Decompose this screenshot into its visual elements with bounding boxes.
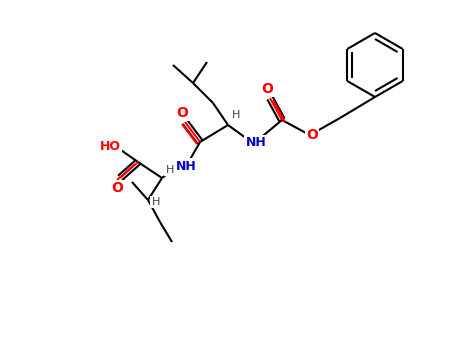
Text: O: O	[111, 181, 123, 195]
Text: H: H	[232, 110, 240, 120]
Text: HO: HO	[100, 140, 121, 153]
Text: O: O	[261, 82, 273, 96]
Text: O: O	[176, 106, 188, 120]
Text: NH: NH	[246, 136, 266, 149]
Text: NH: NH	[176, 160, 197, 173]
Text: H: H	[152, 197, 160, 207]
Text: H: H	[166, 165, 174, 175]
Text: O: O	[306, 128, 318, 142]
